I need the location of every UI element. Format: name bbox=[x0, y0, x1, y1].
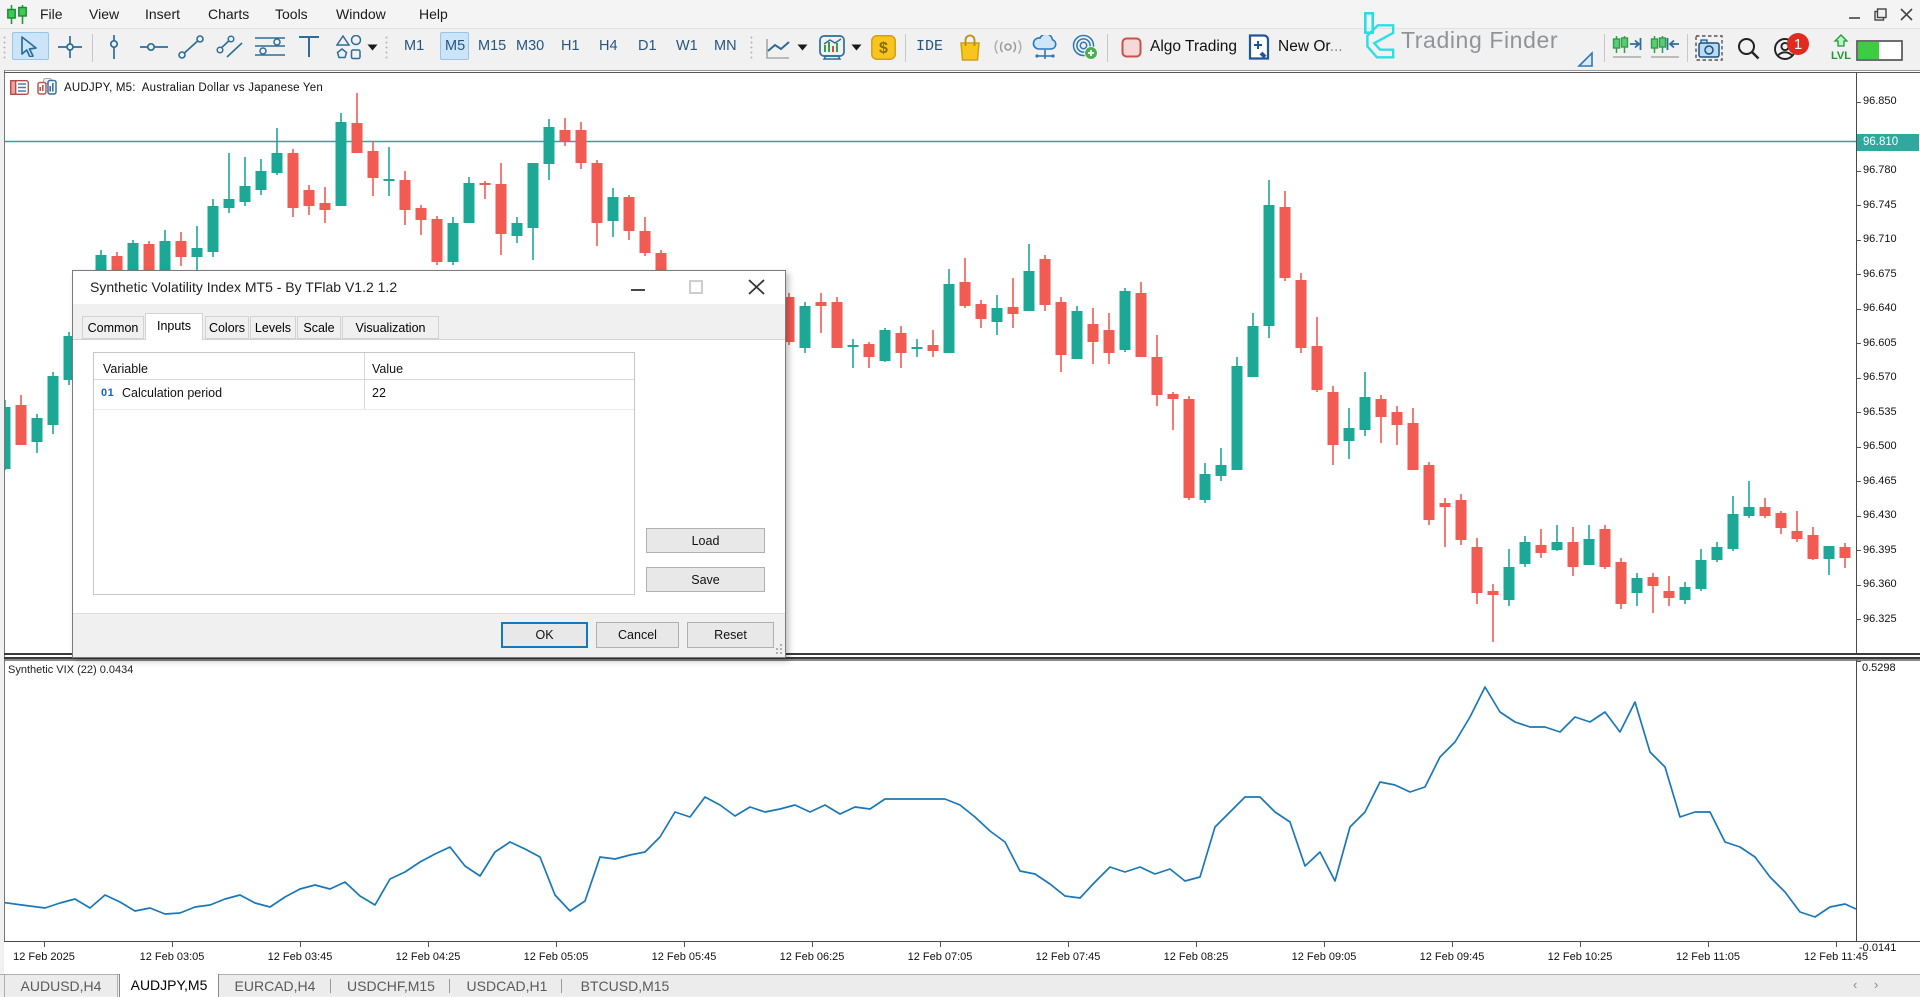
svg-text:1: 1 bbox=[1794, 36, 1802, 53]
svg-text:LVL: LVL bbox=[1831, 50, 1851, 62]
svg-text:$: $ bbox=[879, 40, 888, 57]
